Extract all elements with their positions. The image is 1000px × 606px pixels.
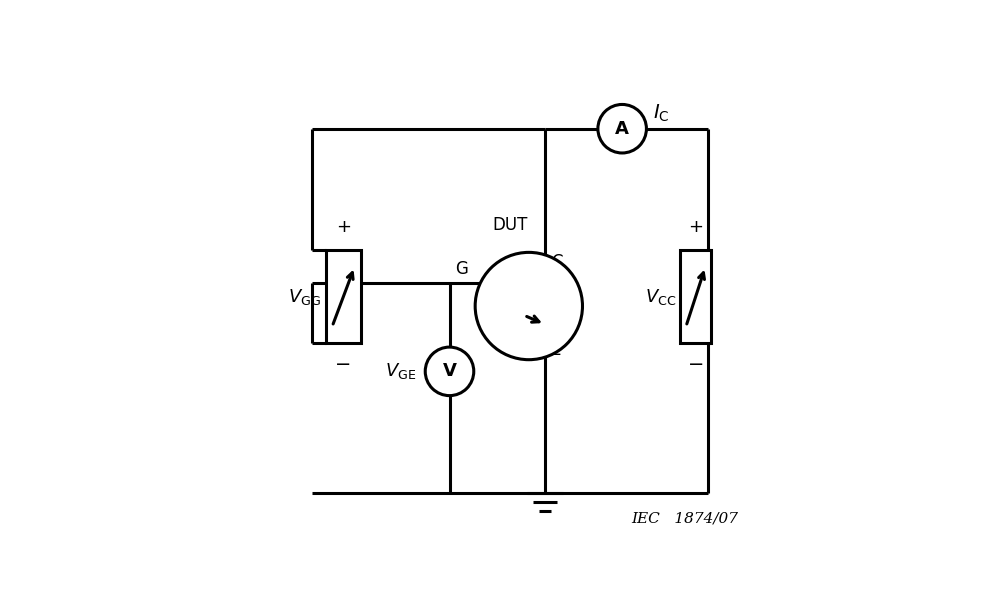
Bar <box>680 250 711 344</box>
Bar <box>326 250 361 344</box>
Text: −: − <box>687 355 704 374</box>
Circle shape <box>598 104 646 153</box>
Text: −: − <box>335 355 352 374</box>
Text: DUT: DUT <box>492 216 528 234</box>
Text: $I_{\rm C}$: $I_{\rm C}$ <box>653 103 670 124</box>
Text: +: + <box>688 218 703 236</box>
Circle shape <box>475 252 582 360</box>
Text: +: + <box>336 218 351 236</box>
Text: $V_{\rm GE}$: $V_{\rm GE}$ <box>385 361 416 381</box>
Text: $V_{\rm GG}$: $V_{\rm GG}$ <box>288 287 321 307</box>
Circle shape <box>425 347 474 396</box>
Text: A: A <box>615 120 629 138</box>
Text: V: V <box>443 362 456 381</box>
Text: $V_{\rm CC}$: $V_{\rm CC}$ <box>645 287 676 307</box>
Text: E: E <box>551 341 561 359</box>
Text: C: C <box>551 253 562 271</box>
Text: IEC   1874/07: IEC 1874/07 <box>632 511 739 525</box>
Text: G: G <box>455 260 468 278</box>
